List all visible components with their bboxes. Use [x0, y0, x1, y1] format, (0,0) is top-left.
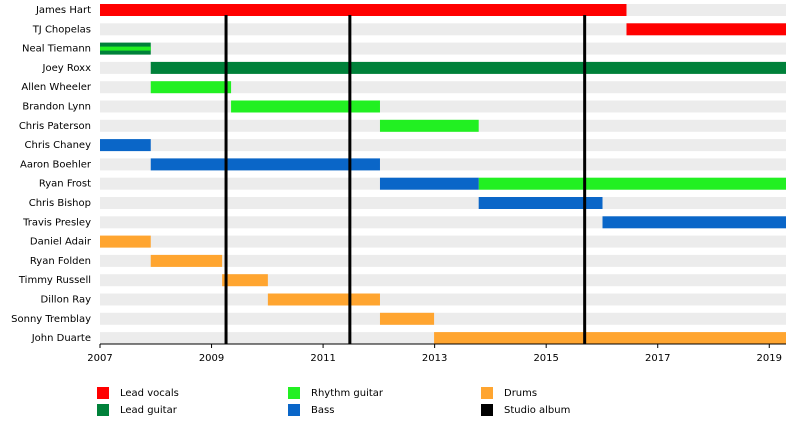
member-bar	[379, 312, 435, 325]
row-label: Joey Roxx	[42, 63, 92, 74]
legend-swatch	[481, 404, 493, 416]
member-bar	[478, 197, 603, 209]
row-label: Aaron Boehler	[20, 159, 92, 170]
member-bar	[100, 46, 151, 51]
row-label: TJ Chopelas	[32, 24, 91, 35]
row-band	[100, 254, 786, 267]
row-band	[100, 293, 786, 306]
legend-swatch	[288, 404, 300, 416]
legend-label: Studio album	[504, 405, 570, 416]
legend-label: Bass	[311, 405, 334, 416]
member-bar	[602, 216, 786, 229]
row-band	[100, 81, 786, 94]
legend-swatch	[288, 387, 300, 399]
member-bar	[222, 274, 268, 287]
row-label: Travis Presley	[22, 217, 91, 228]
row-label: Dillon Ray	[41, 295, 92, 306]
member-bar	[379, 177, 479, 190]
member-bar	[379, 119, 479, 132]
row-band	[100, 23, 786, 36]
row-band	[100, 100, 786, 113]
member-bar	[478, 177, 786, 190]
row-label: Chris Paterson	[19, 121, 91, 132]
row-label: Sonny Tremblay	[11, 314, 91, 325]
row-label: Ryan Frost	[39, 179, 91, 190]
x-tick-label: 2017	[645, 353, 670, 364]
member-bar	[150, 81, 232, 94]
row-label: Brandon Lynn	[22, 102, 91, 113]
row-label: Neal Tiemann	[22, 44, 91, 55]
row-label: James Hart	[35, 5, 91, 16]
row-band	[100, 197, 786, 209]
legend-label: Lead guitar	[120, 405, 178, 416]
row-band	[100, 235, 786, 248]
member-bar	[231, 100, 380, 113]
row-band	[100, 139, 786, 152]
legend-swatch	[481, 387, 493, 399]
row-band	[100, 274, 786, 287]
legend-swatch	[97, 387, 109, 399]
legend-label: Drums	[504, 388, 537, 399]
member-bar	[150, 158, 380, 171]
x-tick-label: 2015	[533, 353, 558, 364]
x-tick-label: 2019	[757, 353, 782, 364]
member-bar	[150, 61, 787, 74]
row-label: Daniel Adair	[30, 237, 92, 248]
row-label: John Duarte	[31, 333, 91, 344]
x-tick-label: 2009	[199, 353, 224, 364]
member-bar	[150, 254, 223, 267]
row-label: Ryan Folden	[30, 256, 91, 267]
legend-label: Rhythm guitar	[311, 388, 384, 399]
member-bar	[434, 332, 786, 345]
member-bar	[100, 4, 627, 16]
row-label: Chris Bishop	[29, 198, 91, 209]
member-bar	[626, 23, 786, 36]
member-bar	[267, 293, 380, 306]
row-label: Timmy Russell	[18, 275, 91, 286]
legend-swatch	[97, 404, 109, 416]
row-label: Allen Wheeler	[21, 82, 92, 93]
member-bar	[100, 139, 151, 152]
x-tick-label: 2011	[310, 353, 335, 364]
row-label: Chris Chaney	[25, 140, 92, 151]
row-band	[100, 42, 786, 55]
member-bar	[100, 235, 151, 248]
legend-label: Lead vocals	[120, 388, 179, 399]
row-band	[100, 312, 786, 325]
x-tick-label: 2007	[87, 353, 112, 364]
x-tick-label: 2013	[422, 353, 447, 364]
